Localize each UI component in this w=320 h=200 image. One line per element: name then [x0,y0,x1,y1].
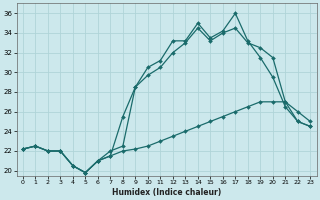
X-axis label: Humidex (Indice chaleur): Humidex (Indice chaleur) [112,188,221,197]
